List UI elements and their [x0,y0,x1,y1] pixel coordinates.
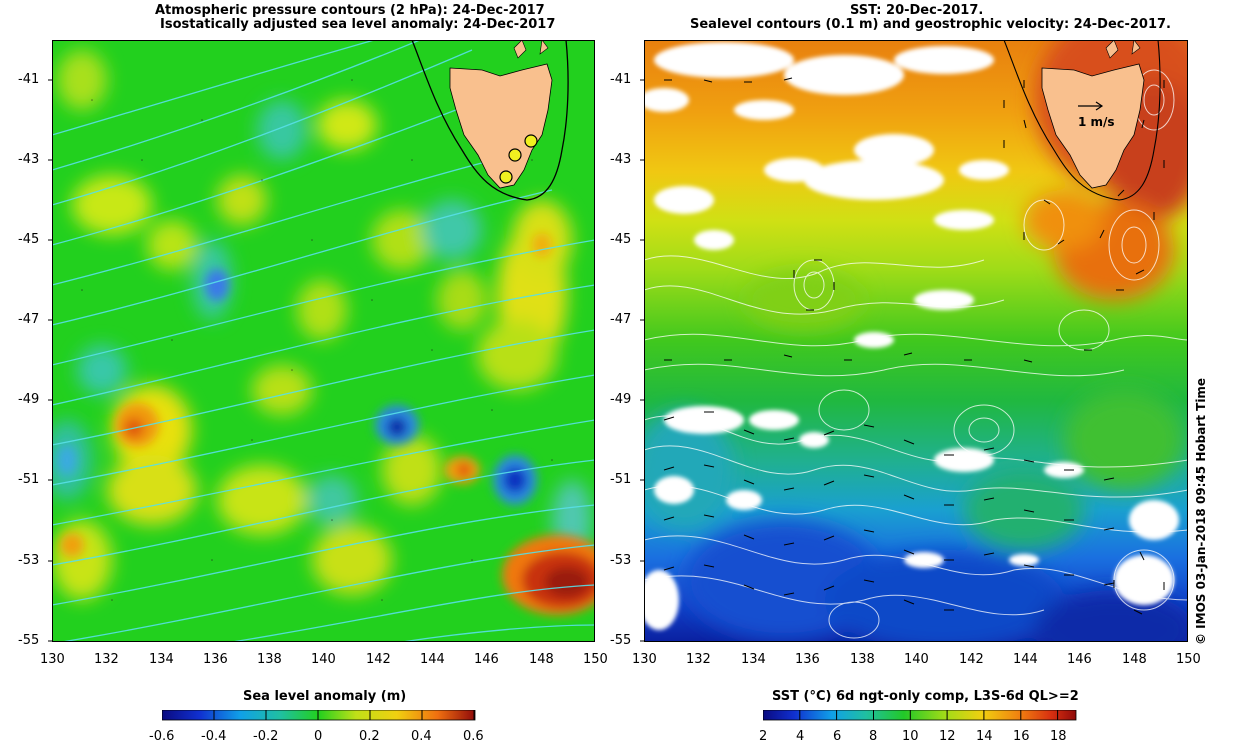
imos-credit: © IMOS 03-Jan-2018 09:45 Hobart Time [1194,377,1208,645]
pressure-contours [52,40,595,642]
right-title-1: SST: 20-Dec-2017. [850,3,984,18]
lat-label: -45 [18,232,40,247]
sla-tick: -0.4 [201,729,227,744]
lat-label: -41 [610,72,632,87]
sst-tick: 8 [869,729,878,744]
lon-label: 142 [366,652,391,667]
lat-label: -47 [18,312,40,327]
lon-label: 144 [420,652,445,667]
lat-label: -51 [610,472,632,487]
lon-label: 138 [257,652,282,667]
tasmania-land [449,63,553,189]
lat-label: -43 [18,152,40,167]
sla-colorbar [162,710,476,721]
lon-label: 136 [795,652,820,667]
lon-label: 144 [1013,652,1038,667]
lon-label: 150 [583,652,608,667]
left-title-1: Atmospheric pressure contours (2 hPa): 2… [155,3,545,18]
lon-label: 146 [1067,652,1092,667]
lon-label: 130 [632,652,657,667]
lat-label: -43 [610,152,632,167]
sst-tick: 16 [1013,729,1030,744]
sst-tick: 10 [902,729,919,744]
lon-label: 130 [40,652,65,667]
velocity-scale-arrow [1078,101,1104,111]
lon-label: 148 [1122,652,1147,667]
lat-label: -51 [18,472,40,487]
lon-label: 150 [1176,652,1201,667]
lon-label: 140 [904,652,929,667]
sst-colorbar [763,710,1077,721]
sst-tick: 6 [833,729,842,744]
sla-tick: -0.2 [253,729,279,744]
lat-label: -55 [18,633,40,648]
lat-label: -41 [18,72,40,87]
lon-label: 136 [203,652,228,667]
sla-colorbar-title: Sea level anomaly (m) [243,689,407,704]
lat-label: -49 [18,392,40,407]
right-title-2: Sealevel contours (0.1 m) and geostrophi… [690,17,1171,32]
lat-label: -53 [18,553,40,568]
sst-tick: 2 [759,729,768,744]
shelf-contour [411,40,569,201]
tasmania-land-right [1041,63,1145,189]
lat-label: -49 [610,392,632,407]
sla-map [52,40,595,642]
left-title-2: Isostatically adjusted sea level anomaly… [160,17,556,32]
sla-tick: 0.6 [463,729,484,744]
lat-label: -47 [610,312,632,327]
lat-label: -53 [610,553,632,568]
lon-label: 140 [311,652,336,667]
tide-gauge-markers [499,134,538,184]
sst-tick: 14 [976,729,993,744]
lon-label: 148 [529,652,554,667]
lon-label: 142 [959,652,984,667]
velocity-arrows [663,77,1165,615]
sla-tick: -0.6 [149,729,175,744]
lon-label: 134 [741,652,766,667]
sst-tick: 4 [796,729,805,744]
velocity-scale-label: 1 m/s [1078,115,1115,129]
lon-label: 138 [850,652,875,667]
sla-tick: 0.2 [359,729,380,744]
sst-tick: 12 [939,729,956,744]
lon-label: 146 [474,652,499,667]
sst-tick: 18 [1050,729,1067,744]
sea-level-contours [644,69,1188,639]
lon-label: 132 [94,652,119,667]
sla-tick: 0.4 [411,729,432,744]
lon-label: 132 [686,652,711,667]
lon-label: 134 [149,652,174,667]
sst-map: 1 m/s [644,40,1188,642]
sst-colorbar-title: SST (°C) 6d ngt-only comp, L3S-6d QL>=2 [772,689,1079,704]
sla-tick: 0 [314,729,323,744]
lat-label: -45 [610,232,632,247]
lat-label: -55 [610,633,632,648]
